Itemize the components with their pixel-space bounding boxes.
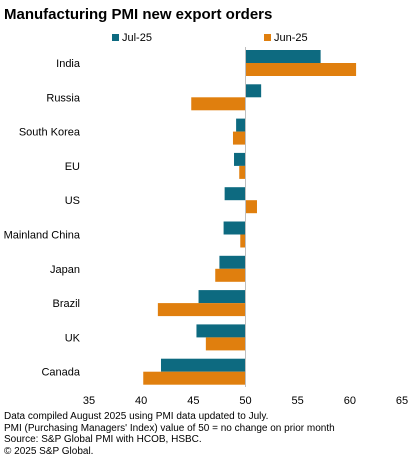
category-label: Mainland China xyxy=(4,230,81,242)
bar-jun-25 xyxy=(143,371,246,385)
bar-jun-25 xyxy=(245,63,357,76)
footnote-line: © 2025 S&P Global. xyxy=(4,445,94,457)
category-label: Russia xyxy=(46,92,81,104)
x-tick-label: 65 xyxy=(396,395,408,407)
x-tick-label: 50 xyxy=(239,395,251,407)
bar-jun-25 xyxy=(232,131,246,145)
category-label: South Korea xyxy=(19,127,81,139)
legend-label: Jun-25 xyxy=(274,32,308,44)
x-tick-label: 35 xyxy=(83,395,95,407)
bar-jun-25 xyxy=(205,337,246,351)
bar-jul-25 xyxy=(245,84,262,98)
x-tick-label: 45 xyxy=(187,395,199,407)
bars xyxy=(143,50,357,385)
bar-jun-25 xyxy=(191,97,246,111)
bar-jul-25 xyxy=(219,255,246,269)
footnote-line: PMI (Purchasing Managers' Index) value o… xyxy=(4,422,335,434)
legend-swatch xyxy=(264,34,271,41)
legend-swatch xyxy=(112,34,119,41)
category-label: US xyxy=(65,195,80,207)
footnote-line: Source: S&P Global PMI with HCOB, HSBC. xyxy=(4,434,202,445)
category-label: India xyxy=(56,58,81,70)
category-label: Brazil xyxy=(52,298,80,310)
category-label: Japan xyxy=(50,264,80,276)
bar-jun-25 xyxy=(240,234,246,248)
bar-jul-25 xyxy=(236,118,246,132)
bar-jun-25 xyxy=(157,303,246,317)
footnotes: Data compiled August 2025 using PMI data… xyxy=(4,411,414,457)
bar-jul-25 xyxy=(224,187,246,201)
bar-jul-25 xyxy=(223,221,246,235)
bar-jun-25 xyxy=(239,165,246,179)
category-label: UK xyxy=(65,332,81,344)
category-label: Canada xyxy=(41,367,80,379)
bar-jul-25 xyxy=(234,152,246,166)
bar-jul-25 xyxy=(245,50,321,63)
bar-jul-25 xyxy=(196,324,246,338)
x-tick-label: 55 xyxy=(292,395,304,407)
category-label: EU xyxy=(65,161,80,173)
bar-jun-25 xyxy=(245,200,257,214)
bar-jul-25 xyxy=(198,290,246,304)
x-tick-label: 60 xyxy=(344,395,356,407)
footnote-line: Data compiled August 2025 using PMI data… xyxy=(4,411,269,422)
bar-jun-25 xyxy=(215,268,246,282)
chart-title: Manufacturing PMI new export orders xyxy=(4,6,273,23)
bar-jul-25 xyxy=(160,358,246,372)
category-labels: India Russia South Korea EU US Mainland China… xyxy=(4,58,81,379)
legend-label: Jul-25 xyxy=(122,32,152,44)
x-axis: 35 40 45 50 55 60 65 xyxy=(83,47,408,407)
x-tick-label: 40 xyxy=(135,395,147,407)
legend: Jul-25 Jun-25 xyxy=(112,32,308,44)
